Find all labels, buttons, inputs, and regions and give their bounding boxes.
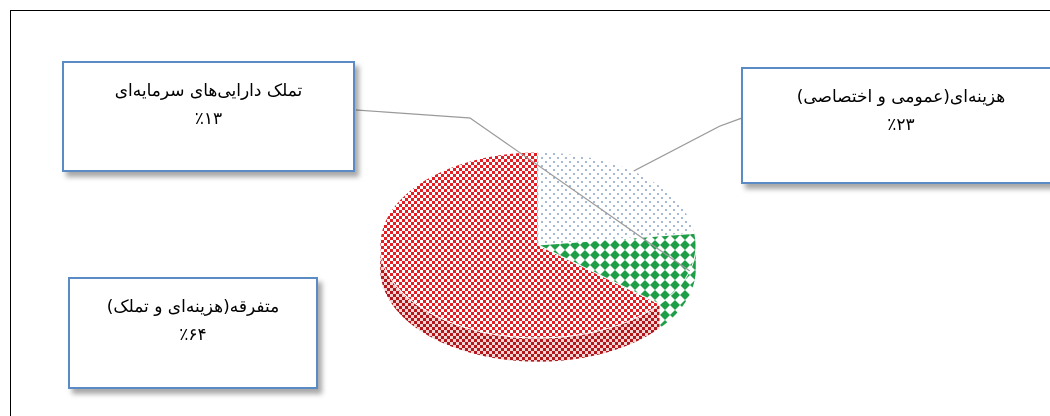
data-label-0-name: هزینه‌ای(عمومی و اختصاصی) <box>796 87 1006 107</box>
pie-slice-0 <box>537 151 696 246</box>
data-label-0: هزینه‌ای(عمومی و اختصاصی) ٪۲۳ <box>741 67 1050 184</box>
data-label-1-name: تملک دارایی‌های سرمایه‌ای <box>114 81 303 101</box>
data-label-1-value: ٪۱۳ <box>194 109 223 129</box>
data-label-1: تملک دارایی‌های سرمایه‌ای ٪۱۳ <box>62 61 355 172</box>
leader-line-1 <box>355 109 691 272</box>
data-label-2-value: ٪۶۴ <box>179 325 207 345</box>
data-label-2: متفرقه(هزینه‌ای و تملک) ٪۶۴ <box>68 277 318 389</box>
data-label-2-name: متفرقه(هزینه‌ای و تملک) <box>106 297 280 317</box>
leader-line-0 <box>633 117 743 172</box>
data-label-0-value: ٪۲۳ <box>887 115 915 135</box>
pie-slice-2 <box>379 151 661 339</box>
chart-frame <box>10 10 1050 416</box>
